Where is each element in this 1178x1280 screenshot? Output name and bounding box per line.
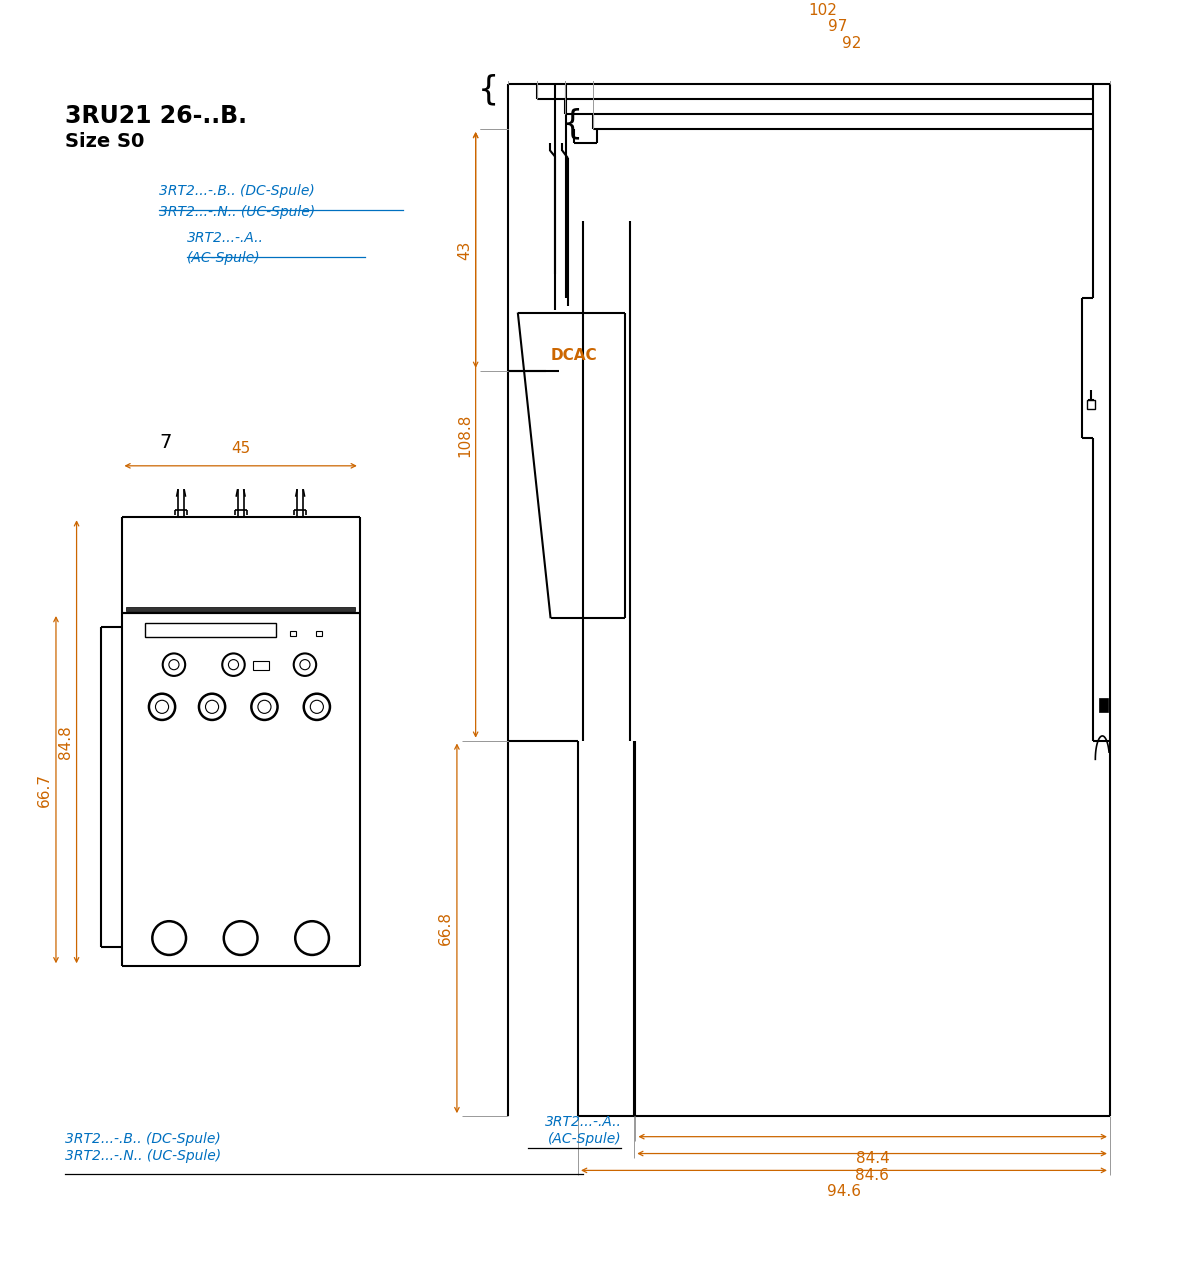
Text: 92: 92 xyxy=(841,36,861,51)
Text: 3RT2...-.B.. (DC-Spule): 3RT2...-.B.. (DC-Spule) xyxy=(159,184,315,198)
Text: {: { xyxy=(478,73,499,106)
Text: DCAC: DCAC xyxy=(550,348,597,364)
Text: 102: 102 xyxy=(809,3,838,18)
Text: 84.6: 84.6 xyxy=(855,1167,889,1183)
Bar xyxy=(290,631,296,636)
Bar xyxy=(126,607,355,612)
Text: 43: 43 xyxy=(457,241,472,260)
Text: (AC-Spule): (AC-Spule) xyxy=(187,251,260,265)
Bar xyxy=(1099,699,1108,713)
Text: 3RT2...-.B.. (DC-Spule): 3RT2...-.B.. (DC-Spule) xyxy=(65,1132,221,1146)
Text: 97: 97 xyxy=(828,19,847,35)
Text: 3RT2...-.N.. (UC-Spule): 3RT2...-.N.. (UC-Spule) xyxy=(65,1149,221,1164)
Text: 66.7: 66.7 xyxy=(38,773,52,806)
Text: 108.8: 108.8 xyxy=(457,413,472,457)
Text: {: { xyxy=(562,108,583,140)
Text: 84.4: 84.4 xyxy=(855,1151,889,1166)
Text: 84.8: 84.8 xyxy=(58,724,73,759)
Text: 3RT2...-.N.. (UC-Spule): 3RT2...-.N.. (UC-Spule) xyxy=(159,205,316,219)
Text: 7: 7 xyxy=(159,433,172,452)
Text: 3RU21 26-..B.: 3RU21 26-..B. xyxy=(65,105,247,128)
Text: 66.8: 66.8 xyxy=(438,911,454,946)
Bar xyxy=(1087,399,1094,408)
Text: 45: 45 xyxy=(231,442,250,457)
Text: 3RT2...-.A..: 3RT2...-.A.. xyxy=(187,230,264,244)
Text: 94.6: 94.6 xyxy=(827,1184,861,1199)
Text: 3RT2...-.A..: 3RT2...-.A.. xyxy=(544,1115,622,1129)
Text: Size S0: Size S0 xyxy=(65,132,145,151)
Text: (AC-Spule): (AC-Spule) xyxy=(548,1132,622,1146)
Bar xyxy=(145,622,277,636)
Bar xyxy=(317,631,322,636)
Bar xyxy=(252,660,270,671)
